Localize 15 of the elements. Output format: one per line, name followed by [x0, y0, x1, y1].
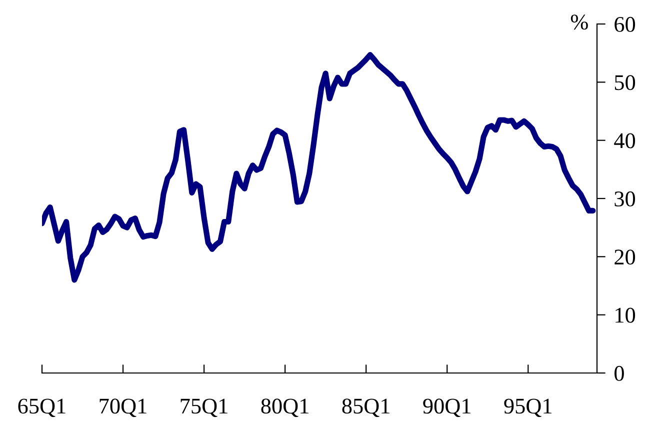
x-tick-label: 70Q1	[100, 398, 146, 418]
x-tick-label: 85Q1	[342, 398, 390, 418]
y-tick-label: 30	[614, 191, 636, 206]
y-tick-label: 60	[614, 16, 636, 32]
x-tick-label: 90Q1	[423, 398, 470, 418]
y-tick-label: 0	[614, 366, 624, 381]
x-tick-label: 75Q1	[180, 398, 228, 418]
y-tick-label: 20	[614, 250, 636, 265]
y-tick-label: 10	[616, 308, 636, 323]
y-tick-label: 50	[614, 75, 636, 90]
y-axis-title: %	[570, 14, 588, 30]
x-tick-label: 95Q1	[504, 398, 552, 418]
x-tick-label: 80Q1	[261, 398, 308, 418]
x-tick-label: 65Q1	[18, 398, 66, 418]
y-tick-label: 40	[614, 133, 636, 148]
